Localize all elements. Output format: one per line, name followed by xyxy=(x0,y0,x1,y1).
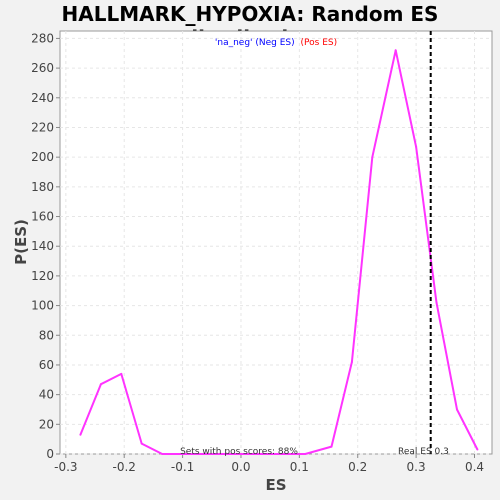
data-point xyxy=(371,156,374,159)
plot-area xyxy=(59,30,493,455)
data-point xyxy=(222,453,225,455)
data-point xyxy=(99,383,102,386)
legend: 'na_neg' (Neg ES) (Pos ES) xyxy=(215,38,337,48)
data-point xyxy=(330,445,333,448)
data-point xyxy=(140,442,143,445)
x-axis-label: ES xyxy=(265,476,286,494)
x-tick-label: -0.1 xyxy=(171,460,194,474)
data-point xyxy=(476,448,479,451)
legend-pos-entry: (Pos ES) xyxy=(301,38,338,48)
data-point xyxy=(161,453,164,455)
y-tick-label: 220 xyxy=(31,120,54,134)
legend-neg-entry: 'na_neg' (Neg ES) xyxy=(215,38,295,48)
data-point xyxy=(304,453,307,455)
x-tick-label: -0.3 xyxy=(54,460,77,474)
y-tick-label: 100 xyxy=(31,299,54,313)
y-tick-label: 80 xyxy=(39,328,54,342)
real-es-label: Real ES 0.3 xyxy=(398,447,449,457)
y-tick-label: 260 xyxy=(31,61,54,75)
x-tick-label: 0.2 xyxy=(348,460,367,474)
x-tick-label: 0.4 xyxy=(465,460,484,474)
data-point xyxy=(394,49,397,52)
grid xyxy=(60,31,492,455)
x-tick-label: -0.2 xyxy=(113,460,136,474)
data-point xyxy=(79,433,82,436)
y-tick-label: 280 xyxy=(31,31,54,45)
y-tick-label: 200 xyxy=(31,150,54,164)
data-point xyxy=(455,408,458,411)
y-axis-label: P(ES) xyxy=(12,219,30,265)
y-tick-label: 0 xyxy=(46,447,54,461)
data-point xyxy=(435,301,438,304)
y-tick-label: 60 xyxy=(39,358,54,372)
tick-labels: 0 20 40 60 80 100 120 140 160 180 200 220 240 260 280 -… xyxy=(31,31,484,474)
y-tick-label: 180 xyxy=(31,180,54,194)
data-point xyxy=(120,372,123,375)
x-tick-label: 0.0 xyxy=(231,460,250,474)
data-point xyxy=(415,145,418,148)
x-tick-label: 0.1 xyxy=(290,460,309,474)
y-tick-label: 140 xyxy=(31,239,54,253)
x-tick-label: 0.3 xyxy=(407,460,426,474)
data-point xyxy=(350,360,353,363)
series-layer xyxy=(79,49,479,455)
data-point xyxy=(283,453,286,455)
data-point xyxy=(263,453,266,455)
y-tick-label: 160 xyxy=(31,210,54,224)
pos-scores-annotation: Sets with pos scores: 88% xyxy=(180,447,298,457)
data-point xyxy=(181,453,184,455)
series-line xyxy=(79,49,479,455)
y-tick-label: 120 xyxy=(31,269,54,283)
y-tick-label: 20 xyxy=(39,417,54,431)
data-point xyxy=(202,453,205,455)
y-tick-label: 240 xyxy=(31,91,54,105)
data-point xyxy=(242,453,245,455)
y-tick-label: 40 xyxy=(39,388,54,402)
